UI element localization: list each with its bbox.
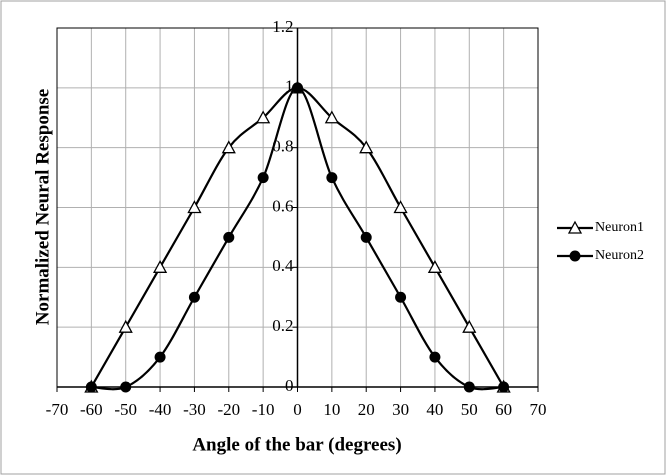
x-tick-label: 70	[530, 400, 547, 419]
data-point	[118, 319, 133, 333]
data-point	[221, 140, 236, 154]
x-tick-label: 0	[293, 400, 302, 419]
data-point	[257, 172, 269, 184]
legend-label: Neuron2	[595, 248, 644, 263]
data-point	[427, 259, 443, 273]
data-point	[324, 110, 339, 124]
data-point	[462, 319, 477, 333]
y-tick-label: 0	[285, 376, 294, 395]
data-point	[359, 140, 374, 154]
data-point	[188, 291, 200, 303]
x-tick-label: 40	[426, 400, 443, 419]
x-tick-label: 60	[495, 400, 512, 419]
data-point	[395, 291, 407, 303]
x-tick-label: 50	[461, 400, 478, 419]
legend-marker	[569, 250, 581, 262]
x-tick-label: -20	[217, 400, 240, 419]
x-tick-label: 20	[358, 400, 375, 419]
data-point	[85, 381, 97, 393]
data-point	[256, 110, 271, 124]
data-point	[152, 259, 168, 273]
y-tick-label: 0.4	[272, 256, 294, 275]
x-tick-label: -60	[80, 400, 103, 419]
y-tick-label: 0.2	[272, 316, 293, 335]
x-tick-label: 30	[392, 400, 409, 419]
x-tick-label: -50	[114, 400, 137, 419]
legend-label: Neuron1	[595, 220, 644, 235]
y-tick-label: 1	[285, 77, 294, 96]
data-point	[498, 381, 510, 393]
data-point	[154, 351, 166, 363]
x-tick-label: -30	[183, 400, 206, 419]
data-point	[360, 231, 372, 243]
data-point	[223, 231, 235, 243]
legend-marker	[567, 220, 583, 234]
y-tick-label: 1.2	[272, 17, 293, 36]
data-point	[463, 381, 475, 393]
data-point	[120, 381, 132, 393]
data-point	[292, 82, 303, 94]
x-tick-label: -70	[46, 400, 69, 419]
data-point	[326, 172, 338, 184]
x-tick-label: 10	[323, 400, 340, 419]
x-tick-label: -10	[252, 400, 275, 419]
y-tick-label: 0.8	[272, 137, 293, 156]
x-axis-title: Angle of the bar (degrees)	[192, 434, 401, 455]
y-tick-label: 0.6	[272, 196, 293, 215]
data-point	[393, 200, 408, 214]
data-point	[429, 351, 441, 363]
y-axis-title: Normalized Neural Response	[32, 89, 53, 325]
x-tick-label: -40	[149, 400, 172, 419]
data-point	[187, 200, 202, 214]
